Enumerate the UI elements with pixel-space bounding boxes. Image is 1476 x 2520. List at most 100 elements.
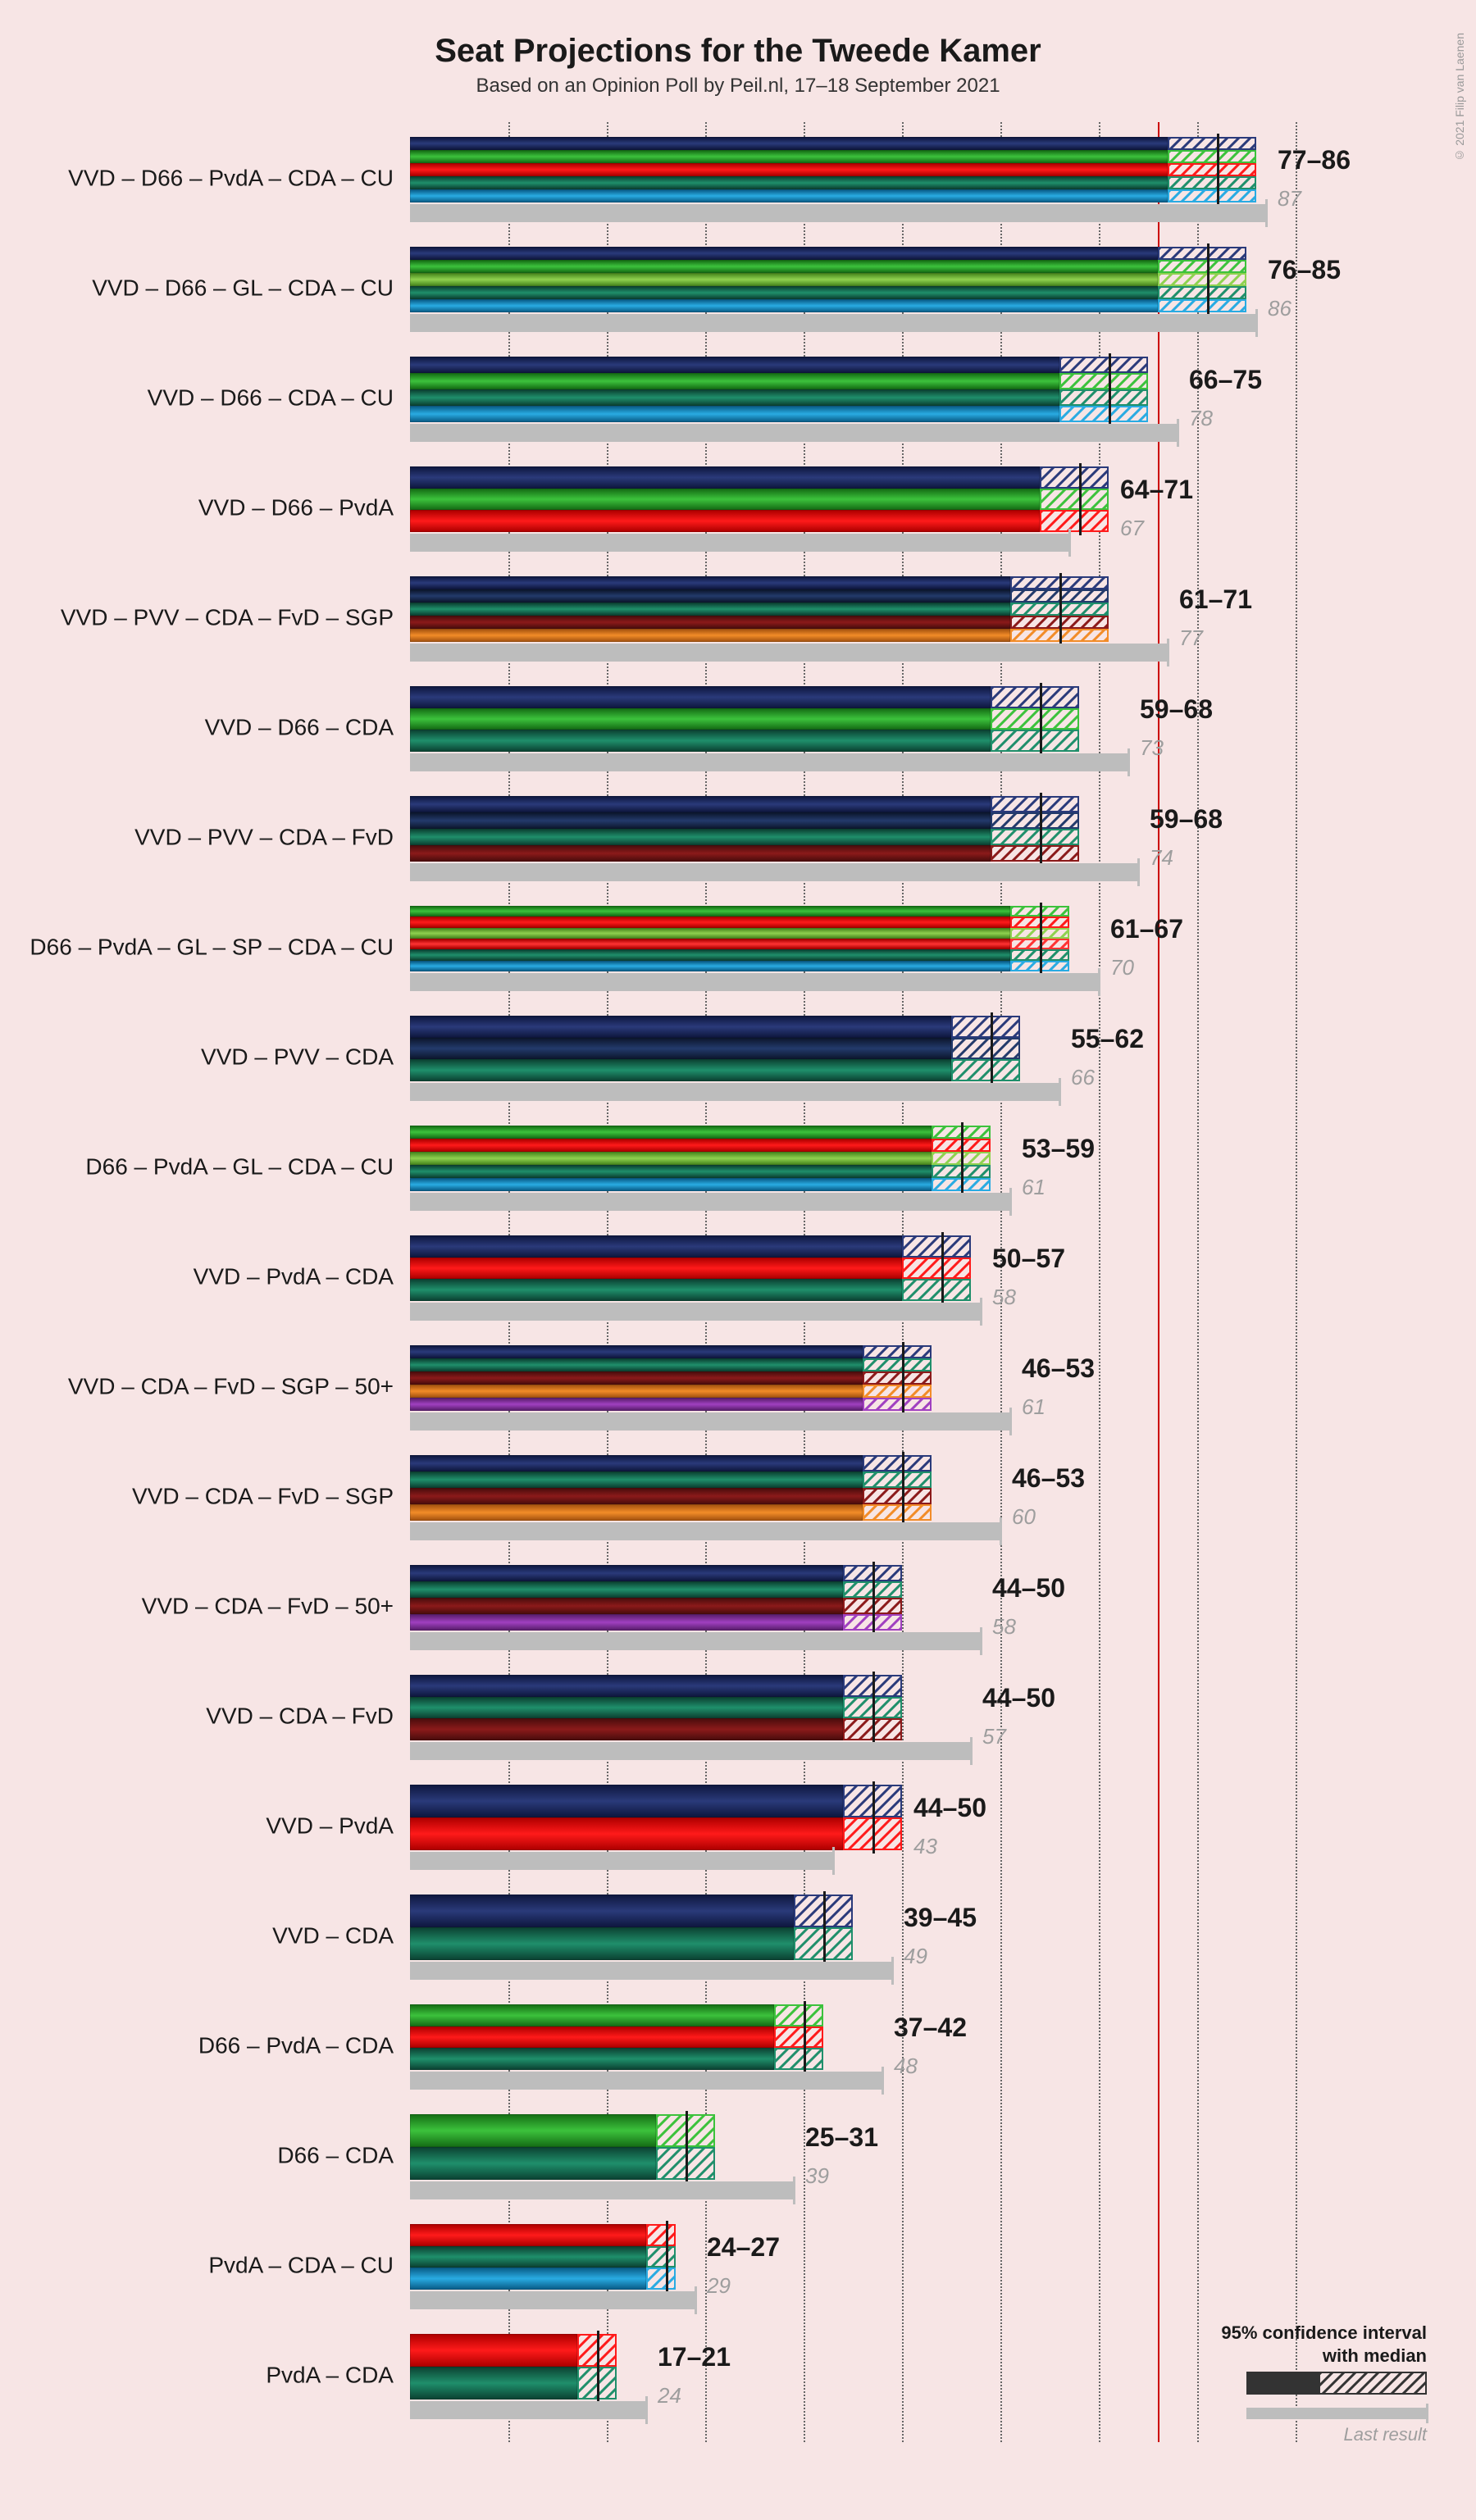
bar-group [410,1016,1020,1081]
party-hatch-50+ [863,1398,932,1411]
copyright-text: © 2021 Filip van Laenen [1453,33,1466,162]
bar-group [410,466,1109,532]
coalition-row: VVD – D66 – CDA – CU66–7578 [410,350,1394,457]
range-label: 59–68 [1150,804,1223,835]
party-stripe-VVD [410,686,991,708]
last-result-label: 61 [1022,1394,1046,1420]
bar-group [410,1126,991,1191]
last-result-label: 60 [1012,1504,1036,1530]
party-hatch-FvD [863,1371,932,1385]
party-hatch-PVV [951,1038,1020,1060]
party-stripe-D66 [410,373,1059,389]
coalition-label: D66 – PvdA – GL – SP – CDA – CU [30,935,410,961]
median-tick [941,1232,944,1304]
last-result-label: 73 [1140,735,1164,761]
party-stripe-PvdA [410,2026,774,2049]
bar-solid [410,1455,863,1521]
coalition-label: VVD – CDA – FvD – 50+ [142,1594,410,1620]
party-hatch-CU [1059,406,1148,422]
bar-solid [410,1895,794,1960]
legend-last-bar [1246,2408,1427,2419]
bar-group [410,2334,617,2399]
party-hatch-VVD [991,686,1079,708]
coalition-row: D66 – PvdA – GL – SP – CDA – CU61–6770 [410,899,1394,1006]
party-stripe-FvD [410,1598,843,1614]
party-stripe-D66 [410,150,1168,163]
coalition-row: D66 – PvdA – GL – CDA – CU53–5961 [410,1119,1394,1226]
coalition-label: VVD – D66 – CDA [205,715,410,741]
party-stripe-CU [410,1178,932,1191]
last-result-label: 43 [913,1834,937,1859]
legend-ci-bar [1246,2372,1427,2395]
last-result-bar [410,1412,1010,1431]
bar-group [410,1895,853,1960]
last-result-label: 49 [904,1944,927,1969]
range-label: 46–53 [1022,1353,1095,1384]
party-stripe-CDA [410,730,991,752]
range-label: 76–85 [1268,255,1341,285]
coalition-label: VVD – CDA [272,1923,410,1949]
party-stripe-CDA [410,1165,932,1178]
bar-solid [410,2224,646,2290]
bar-hatched [863,1455,932,1521]
coalition-label: VVD – PVV – CDA – FvD [134,825,410,851]
bar-hatched [1168,137,1256,202]
bar-hatched [951,1016,1020,1081]
bar-hatched [774,2004,823,2070]
party-stripe-FvD [410,1718,843,1740]
coalition-label: PvdA – CDA – CU [208,2253,410,2279]
last-result-tick [1177,419,1179,447]
bar-group [410,796,1079,862]
coalition-row: VVD – D66 – PvdA64–7167 [410,460,1394,566]
party-hatch-CDA [774,2048,823,2070]
last-result-label: 24 [658,2383,681,2409]
party-stripe-FvD [410,1488,863,1504]
party-stripe-D66 [410,2004,774,2026]
party-stripe-PvdA [410,1258,902,1280]
party-hatch-CU [1168,189,1256,202]
last-result-tick [1128,748,1130,776]
bar-solid [410,1565,843,1631]
range-label: 77–86 [1278,145,1351,175]
last-result-bar [410,753,1128,771]
party-stripe-CDA [410,949,1010,960]
party-stripe-D66 [410,260,1158,273]
range-label: 61–71 [1179,585,1252,615]
party-stripe-D66 [410,489,1040,511]
last-result-bar [410,314,1256,332]
party-stripe-PvdA [410,163,1168,176]
party-stripe-PVV [410,589,1010,603]
last-result-bar [410,424,1178,442]
last-result-label: 29 [707,2273,731,2299]
coalition-label: VVD – CDA – FvD – SGP [132,1484,410,1510]
party-hatch-CDA [1168,176,1256,189]
last-result-tick [1137,858,1140,886]
legend: 95% confidence interval with median Last… [1221,2322,1427,2445]
median-tick [1217,134,1219,206]
last-result-bar [410,2291,695,2309]
party-stripe-CU [410,406,1059,422]
last-result-bar [410,2401,646,2419]
bar-group [410,1235,971,1301]
coalition-label: VVD – D66 – CDA – CU [148,385,410,412]
coalition-row: PvdA – CDA – CU24–2729 [410,2218,1394,2324]
bar-group [410,686,1079,752]
bar-solid [410,1235,902,1301]
party-stripe-CDA [410,389,1059,406]
party-stripe-CU [410,961,1010,971]
party-stripe-CDA [410,1358,863,1371]
bar-solid [410,2334,577,2399]
party-stripe-CDA [410,2147,656,2180]
range-label: 44–50 [992,1573,1065,1603]
coalition-row: D66 – PvdA – CDA37–4248 [410,1998,1394,2104]
last-result-bar [410,2072,882,2090]
last-result-tick [980,1627,982,1655]
party-stripe-FvD [410,845,991,862]
party-stripe-VVD [410,137,1168,150]
bar-solid [410,686,991,752]
legend-hatch [1319,2372,1427,2395]
bar-solid [410,796,991,862]
party-stripe-VVD [410,1675,843,1697]
last-result-tick [832,1847,835,1875]
party-stripe-FvD [410,616,1010,629]
